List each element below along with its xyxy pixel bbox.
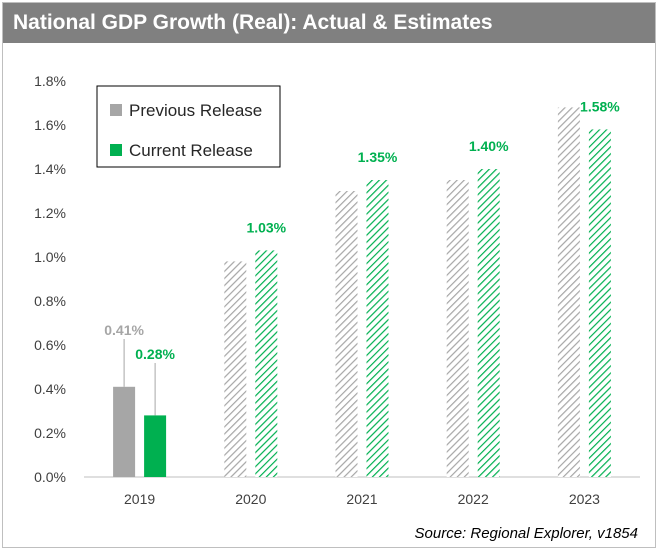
data-label-current-2021: 1.35% <box>358 149 398 165</box>
y-tick-label: 1.2% <box>34 205 66 221</box>
y-tick-label: 1.8% <box>34 73 66 89</box>
bar-previous-2021 <box>335 191 358 477</box>
bar-current-2019 <box>144 415 167 477</box>
bar-current-2020 <box>255 250 278 477</box>
y-tick-label: 1.0% <box>34 249 66 265</box>
legend-swatch-current <box>110 144 122 156</box>
y-tick-label: 0.2% <box>34 425 66 441</box>
bar-current-2022 <box>477 169 500 477</box>
x-tick-label: 2020 <box>235 491 266 507</box>
data-label-previous-2019: 0.41% <box>104 322 144 338</box>
bar-previous-2022 <box>446 180 469 477</box>
bar-previous-2019 <box>113 386 136 477</box>
x-tick-label: 2021 <box>346 491 377 507</box>
source-note: Source: Regional Explorer, v1854 <box>414 525 638 542</box>
bars-group <box>113 107 611 478</box>
title-bar: National GDP Growth (Real): Actual & Est… <box>3 3 655 43</box>
data-labels-group: 0.41% 0.28% 1.03% 1.35% 1.40% 1.58% <box>104 98 620 416</box>
y-tick-label: 0.8% <box>34 293 66 309</box>
chart-title: National GDP Growth (Real): Actual & Est… <box>13 11 493 34</box>
axes-group: 0.0% 0.2% 0.4% 0.6% 0.8% 1.0% 1.2% 1.4% 1.6% 1.8%… <box>34 73 640 507</box>
bar-current-2021 <box>366 180 389 477</box>
y-tick-label: 0.6% <box>34 337 66 353</box>
bar-previous-2023 <box>557 107 580 478</box>
legend-label-previous: Previous Release <box>129 101 262 120</box>
x-tick-label: 2019 <box>124 491 155 507</box>
y-tick-label: 0.4% <box>34 381 66 397</box>
legend-box <box>96 85 281 168</box>
data-label-current-2019: 0.28% <box>135 346 175 362</box>
legend: Previous Release Current Release <box>96 85 281 168</box>
y-tick-label: 1.4% <box>34 161 66 177</box>
bar-previous-2020 <box>224 261 247 477</box>
bar-current-2023 <box>588 129 611 477</box>
x-tick-label: 2022 <box>458 491 489 507</box>
legend-swatch-previous <box>110 104 122 116</box>
data-label-current-2020: 1.03% <box>246 219 286 235</box>
x-tick-label: 2023 <box>569 491 600 507</box>
y-tick-label: 0.0% <box>34 469 66 485</box>
data-label-current-2022: 1.40% <box>469 138 509 154</box>
y-tick-label: 1.6% <box>34 117 66 133</box>
legend-label-current: Current Release <box>129 141 253 160</box>
data-label-current-2023: 1.58% <box>580 98 620 114</box>
